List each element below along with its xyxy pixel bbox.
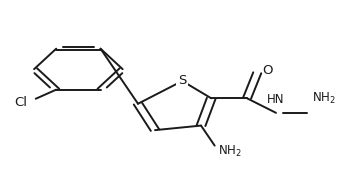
Text: S: S <box>178 74 186 88</box>
Text: HN: HN <box>267 93 285 106</box>
Text: Cl: Cl <box>14 96 27 109</box>
Text: NH$_2$: NH$_2$ <box>312 90 336 106</box>
Text: O: O <box>262 64 273 78</box>
Text: NH$_2$: NH$_2$ <box>218 144 242 159</box>
